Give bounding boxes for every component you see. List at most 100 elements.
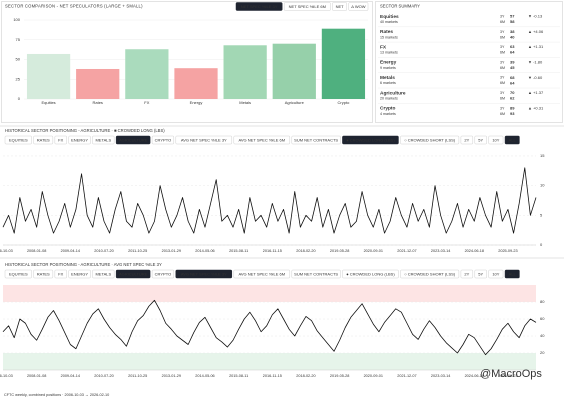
button[interactable]	[54, 135, 67, 145]
button[interactable]	[151, 269, 175, 279]
button[interactable]	[92, 269, 115, 279]
period-value: 40	[510, 34, 515, 39]
button[interactable]	[460, 269, 474, 279]
weekly-change: ▲ +4.06	[528, 29, 544, 34]
period-value: 39	[510, 59, 515, 64]
button[interactable]	[400, 269, 460, 279]
y-tick-label: 50	[16, 57, 21, 62]
button[interactable]	[68, 135, 91, 145]
period-value: 38	[510, 29, 515, 34]
button[interactable]	[54, 269, 67, 279]
x-tick-label: Equities	[41, 100, 55, 105]
button[interactable]	[175, 269, 233, 279]
period-value: 57	[510, 14, 515, 19]
sector-markets: 6 markets	[380, 81, 396, 85]
button[interactable]	[460, 135, 474, 145]
button[interactable]	[332, 2, 347, 11]
button-label: AVG NET SPEC %ILE 6M	[239, 271, 286, 276]
button-label: ALL	[509, 271, 517, 276]
period-label: 6M	[500, 96, 505, 100]
period-label: 3Y	[500, 14, 505, 18]
button[interactable]	[400, 135, 460, 145]
button[interactable]	[115, 135, 151, 145]
button[interactable]	[33, 269, 54, 279]
bar	[76, 68, 120, 99]
button[interactable]	[348, 2, 369, 11]
button-label: 5Y	[478, 271, 483, 276]
line	[2, 299, 537, 356]
button[interactable]	[474, 269, 487, 279]
button[interactable]	[504, 269, 520, 279]
button[interactable]	[342, 135, 399, 145]
comparison-panel	[1, 1, 373, 123]
x-tick-label: 2013-01-29	[162, 249, 181, 253]
button[interactable]	[504, 135, 520, 145]
button[interactable]	[283, 2, 331, 11]
period-value: 89	[510, 105, 515, 110]
button[interactable]	[4, 135, 32, 145]
button-label: 2Y	[464, 271, 469, 276]
button[interactable]	[235, 2, 283, 11]
x-tick-label: 2006-10-03	[0, 249, 13, 253]
sector-name: Agriculture	[380, 90, 406, 96]
x-tick-label: 2009-04-14	[61, 249, 80, 253]
x-tick-label: 2024-06-18	[465, 374, 484, 378]
weekly-change: ▼ -0.60	[528, 75, 543, 80]
weekly-change: ▲ +1.37	[528, 90, 544, 95]
button-label: EQUITIES	[9, 137, 28, 142]
button[interactable]	[115, 269, 151, 279]
x-tick-label: 2018-02-20	[296, 249, 315, 253]
bar	[272, 43, 316, 99]
button-label: AVG NET SPEC %ILE 6M	[239, 137, 286, 142]
button[interactable]	[4, 269, 32, 279]
x-tick-label: 2008-01-08	[27, 249, 46, 253]
period-value: 63	[510, 44, 515, 49]
y-tick-label: 25	[16, 76, 21, 81]
x-tick-label: 2021-12-07	[397, 249, 416, 253]
x-tick-label: 2006-10-03	[0, 374, 13, 378]
weekly-change: ▲ +0.31	[528, 105, 544, 110]
x-tick-label: 2011-10-25	[128, 249, 147, 253]
button[interactable]	[233, 135, 291, 145]
button[interactable]	[342, 269, 399, 279]
period-value: 64	[510, 80, 515, 85]
y-tick-label: 15	[540, 153, 545, 158]
x-tick-label: 2016-11-15	[263, 374, 282, 378]
button[interactable]	[291, 135, 341, 145]
y-tick-label: 80	[540, 299, 545, 304]
chart-title: HISTORICAL SECTOR POSITIONING - AGRICULT…	[5, 262, 162, 267]
button-label: METALS	[95, 271, 111, 276]
button-label: ENERGY	[71, 137, 88, 142]
period-label: 6M	[500, 51, 505, 55]
sector-markets: 9 markets	[380, 66, 396, 70]
sector-markets: 4 markets	[380, 112, 396, 116]
button[interactable]	[92, 135, 115, 145]
button[interactable]	[291, 269, 341, 279]
period-label: 6M	[500, 81, 505, 85]
footer: CFTC weekly, combined positions · 2006-1…	[4, 393, 109, 397]
sector-name: Crypto	[380, 106, 396, 112]
button[interactable]	[474, 135, 487, 145]
chart-title: SECTOR COMPARISON - NET SPECULATORS (LAR…	[5, 4, 143, 9]
sector-markets: 40 markets	[380, 20, 398, 24]
button-label: NET	[336, 4, 345, 9]
button[interactable]	[488, 269, 504, 279]
sector-markets: 20 markets	[380, 96, 398, 100]
period-value: 64	[510, 50, 515, 55]
button-label: ○ CROWDED SHORT (LSS)	[404, 271, 456, 276]
y-tick-label: 10	[540, 183, 545, 188]
button[interactable]	[175, 135, 233, 145]
x-tick-label: 2009-04-14	[61, 374, 80, 378]
button[interactable]	[151, 135, 175, 145]
button[interactable]	[33, 135, 54, 145]
period-label: 6M	[500, 20, 505, 24]
button[interactable]	[68, 269, 91, 279]
button[interactable]	[488, 135, 504, 145]
x-tick-label: Agriculture	[285, 100, 305, 105]
summary-title: SECTOR SUMMARY	[380, 4, 420, 9]
bar	[223, 45, 267, 99]
period-label: 3Y	[500, 60, 505, 64]
button[interactable]	[233, 269, 291, 279]
y-tick-label: 0	[540, 242, 543, 247]
button-label: RATES	[37, 271, 50, 276]
